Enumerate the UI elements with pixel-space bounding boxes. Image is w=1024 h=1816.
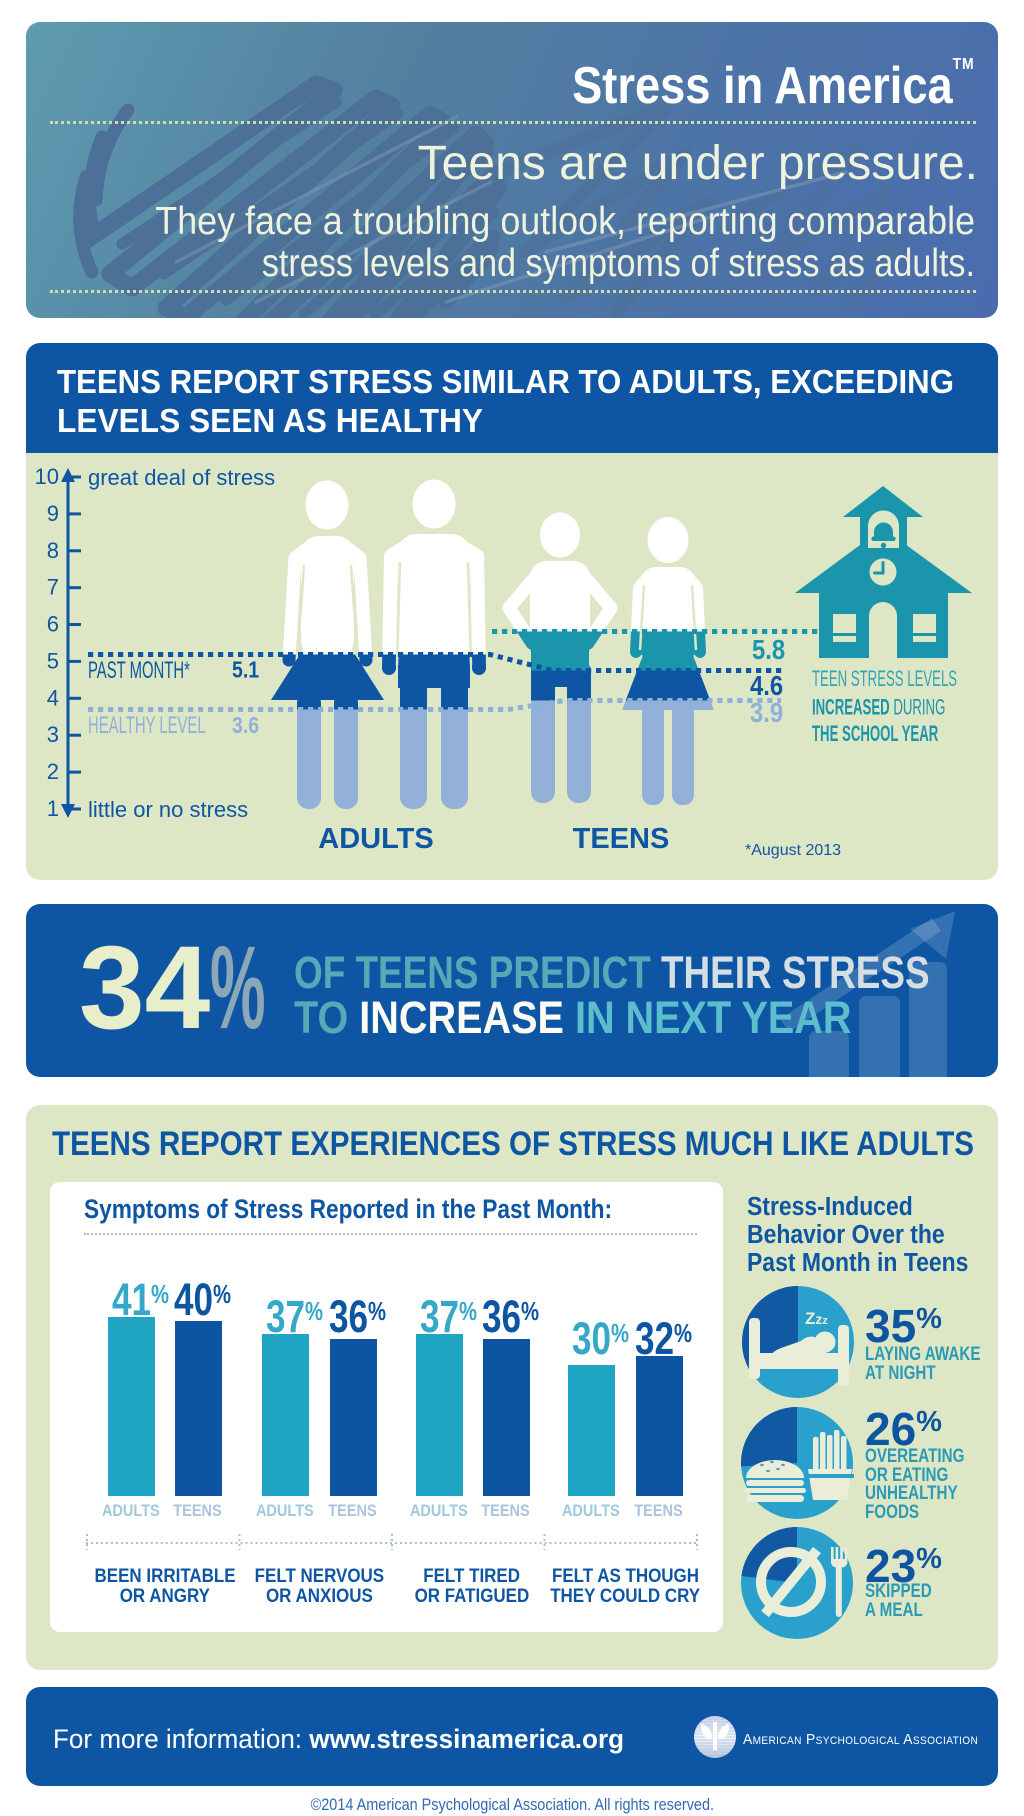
- svg-text:great deal of stress: great deal of stress: [88, 465, 275, 490]
- svg-text:TEENS: TEENS: [573, 823, 670, 855]
- svg-text:5.8: 5.8: [752, 633, 785, 665]
- svg-text:10: 10: [35, 464, 59, 489]
- svg-text:8: 8: [47, 538, 59, 563]
- svg-text:THE SCHOOL YEAR: THE SCHOOL YEAR: [812, 722, 938, 746]
- svg-text:3: 3: [47, 722, 59, 747]
- svg-text:3.9: 3.9: [750, 696, 783, 728]
- svg-text:*August 2013: *August 2013: [745, 842, 841, 859]
- svg-text:INCREASED DURING: INCREASED DURING: [812, 695, 945, 719]
- svg-text:3.6: 3.6: [232, 713, 259, 739]
- svg-text:1: 1: [47, 796, 59, 821]
- svg-text:6: 6: [47, 612, 59, 637]
- svg-text:4: 4: [47, 685, 59, 710]
- svg-text:little or no stress: little or no stress: [88, 797, 248, 822]
- svg-text:TEEN STRESS LEVELS: TEEN STRESS LEVELS: [812, 667, 957, 691]
- svg-text:HEALTHY LEVEL: HEALTHY LEVEL: [88, 713, 206, 739]
- svg-text:PAST MONTH*: PAST MONTH*: [88, 658, 190, 684]
- svg-text:2: 2: [47, 759, 59, 784]
- svg-text:ADULTS: ADULTS: [318, 823, 433, 855]
- svg-text:7: 7: [47, 575, 59, 600]
- svg-text:4.6: 4.6: [750, 669, 783, 701]
- svg-text:5: 5: [47, 648, 59, 673]
- svg-text:9: 9: [47, 501, 59, 526]
- svg-text:5.1: 5.1: [232, 657, 259, 683]
